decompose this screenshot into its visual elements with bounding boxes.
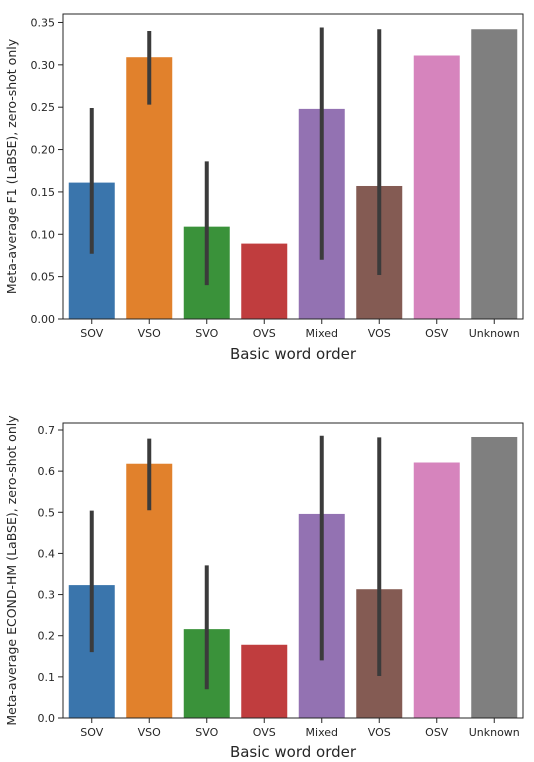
y-tick-label: 0.00 [31, 313, 56, 326]
x-tick-label: OVS [253, 726, 276, 739]
x-tick-label: VOS [368, 726, 391, 739]
bar-ovs [241, 243, 288, 319]
y-tick-label: 0.20 [31, 144, 56, 157]
plot-frame [62, 422, 524, 719]
bar-ovs [241, 644, 288, 718]
x-tick-label: Mixed [306, 327, 338, 340]
y-tick-label: 0.35 [31, 16, 56, 29]
chart-panel-f1: Meta-average F1 (LaBSE), zero-shot only … [4, 13, 524, 363]
x-tick-label: VSO [138, 327, 162, 340]
x-tick-label: VSO [138, 726, 162, 739]
x-tick-label: VOS [368, 327, 391, 340]
y-tick-label: 0.3 [38, 589, 56, 602]
x-axis-label: Basic word order [230, 743, 357, 761]
y-tick-label: 0.1 [38, 671, 56, 684]
x-tick-label: SVO [195, 726, 218, 739]
y-tick-label: 0.05 [31, 271, 56, 284]
y-tick-label: 0.10 [31, 228, 56, 241]
y-tick-label: 0.4 [38, 547, 56, 560]
y-tick-label: 0.30 [31, 59, 56, 72]
y-tick-label: 0.7 [38, 424, 56, 437]
bar-unknown [471, 29, 518, 319]
y-tick-label: 0.0 [38, 712, 56, 725]
bar-unknown [471, 436, 518, 718]
x-tick-label: SOV [80, 726, 103, 739]
y-tick-label: 0.5 [38, 506, 56, 519]
x-tick-label: Mixed [306, 726, 338, 739]
y-tick-label: 0.6 [38, 465, 56, 478]
y-tick-label: 0.2 [38, 630, 56, 643]
x-tick-label: OSV [425, 327, 449, 340]
x-tick-label: Unknown [469, 327, 520, 340]
y-axis-label: Meta-average F1 (LaBSE), zero-shot only [4, 38, 19, 294]
y-axis-label: Meta-average ECOND-HM (LaBSE), zero-shot… [4, 415, 19, 726]
bar-osv [413, 462, 460, 718]
y-tick-label: 0.25 [31, 101, 56, 114]
y-tick-label: 0.15 [31, 186, 56, 199]
chart-panel-econd-hm: Meta-average ECOND-HM (LaBSE), zero-shot… [4, 415, 524, 761]
x-axis-label: Basic word order [230, 345, 357, 363]
bar-osv [413, 55, 460, 320]
x-tick-label: OVS [253, 327, 276, 340]
plot-frame [62, 13, 524, 320]
x-tick-label: SVO [195, 327, 218, 340]
x-tick-label: SOV [80, 327, 103, 340]
x-tick-label: Unknown [469, 726, 520, 739]
x-tick-label: OSV [425, 726, 449, 739]
